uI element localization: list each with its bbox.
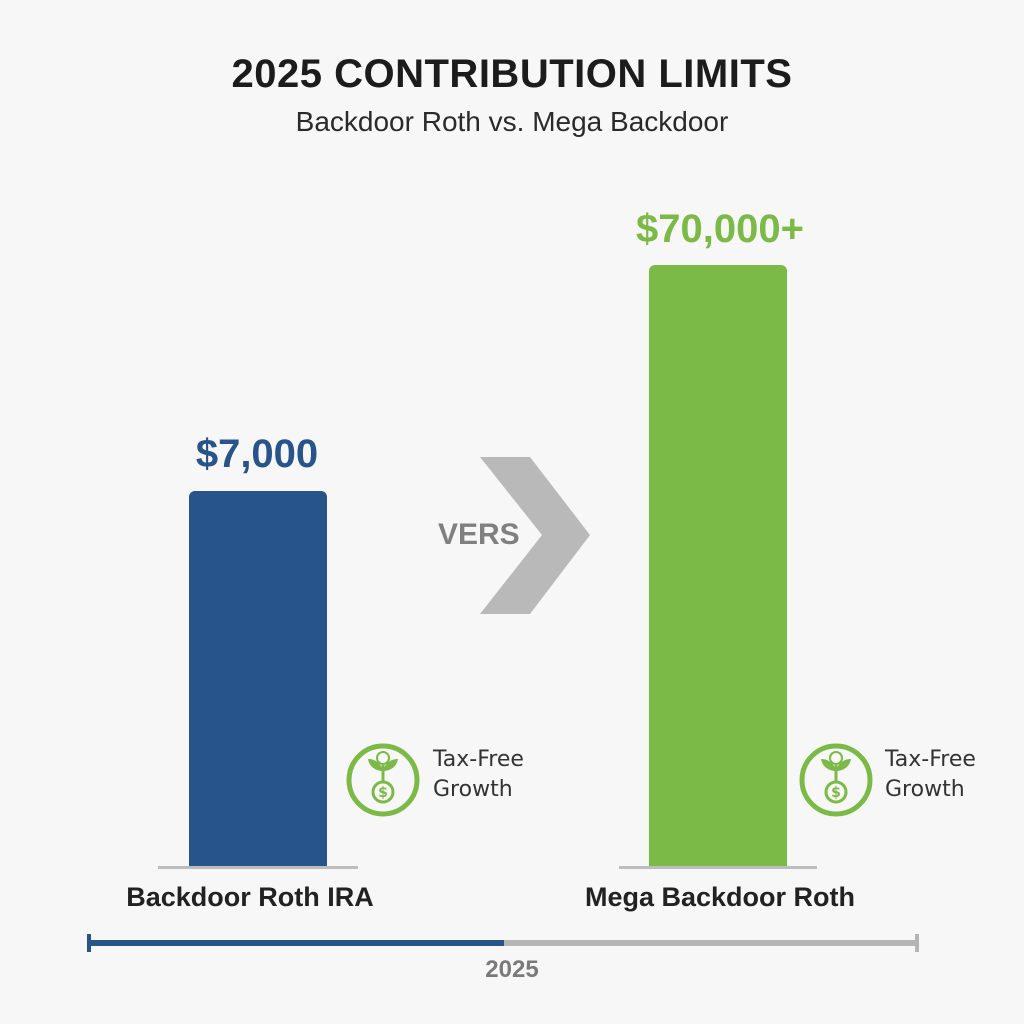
- bar-value-label-backdoor-roth-ira: $7,000: [195, 432, 319, 476]
- svg-text:$: $: [378, 785, 388, 801]
- badge-text-left: Tax-Free Growth: [433, 745, 524, 805]
- timeline-tick-end: [915, 934, 919, 952]
- badge-line2: Growth: [885, 777, 965, 802]
- bar-baseline-left: [158, 866, 358, 869]
- timeline-progress-fill: [89, 940, 504, 946]
- bar-baseline-right: [619, 866, 817, 869]
- category-label-backdoor-roth-ira: Backdoor Roth IRA: [126, 882, 374, 912]
- bar-mega-backdoor-roth: [649, 265, 787, 868]
- badge-line1: Tax-Free: [433, 747, 524, 772]
- category-label-mega-backdoor-roth: Mega Backdoor Roth: [584, 882, 856, 912]
- timeline-track: [89, 940, 919, 946]
- chart-title: 2025 CONTRIBUTION LIMITS: [231, 52, 793, 96]
- plant-dollar-icon: $: [799, 743, 873, 817]
- timeline-tick-start: [87, 934, 91, 952]
- badge-text-right: Tax-Free Growth: [885, 745, 976, 805]
- badge-line2: Growth: [433, 777, 513, 802]
- svg-text:$: $: [831, 785, 841, 801]
- versus-label: VERS: [438, 518, 520, 551]
- chart-subtitle: Backdoor Roth vs. Mega Backdoor: [295, 106, 729, 137]
- chevron-right-icon: [480, 457, 590, 614]
- bar-backdoor-roth-ira: [189, 491, 327, 868]
- timeline-year-label: 2025: [485, 956, 539, 983]
- plant-dollar-icon: $: [346, 743, 420, 817]
- bar-value-label-mega-backdoor-roth: $70,000+: [636, 207, 804, 251]
- badge-line1: Tax-Free: [885, 747, 976, 772]
